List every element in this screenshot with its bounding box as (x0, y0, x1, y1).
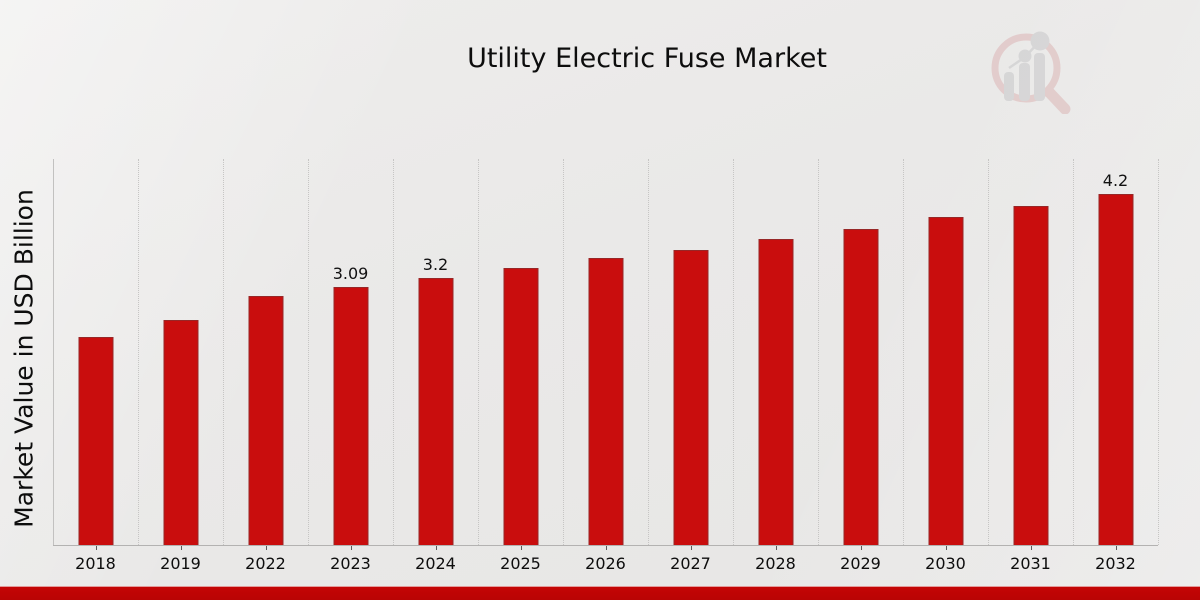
x-tick-label-2028: 2028 (755, 554, 796, 573)
bar-slot-2032: 4.2 (1073, 159, 1158, 545)
bar-slot-2025 (478, 159, 563, 545)
vertical-gridline (648, 159, 649, 545)
bar-2019 (163, 320, 198, 545)
bar-slot-2022 (223, 159, 308, 545)
vertical-gridline (393, 159, 394, 545)
x-tick-label-2022: 2022 (245, 554, 286, 573)
vertical-gridline (308, 159, 309, 545)
vertical-gridline (903, 159, 904, 545)
y-axis-spine (53, 159, 54, 545)
x-tick-label-2032: 2032 (1095, 554, 1136, 573)
vertical-gridline (563, 159, 564, 545)
bar-slot-2031 (988, 159, 1073, 545)
bar-2027 (673, 250, 708, 545)
bar-2029 (843, 229, 878, 545)
bar-2026 (588, 258, 623, 545)
bar-2028 (758, 239, 793, 545)
bar-2018 (78, 337, 113, 545)
x-tick-label-2018: 2018 (75, 554, 116, 573)
plot-area: 2018 2019 2022 3.09 2023 3.2 2024 2025 2026 2027 2… (53, 159, 1159, 573)
bar-slot-2018 (53, 159, 138, 545)
x-tick-label-2019: 2019 (160, 554, 201, 573)
bar-value-label-2024: 3.2 (422, 255, 449, 274)
bar-2025 (503, 268, 538, 545)
vertical-gridline (478, 159, 479, 545)
bar-slot-2024: 3.2 (393, 159, 478, 545)
vertical-gridline (988, 159, 989, 545)
bar-slot-2026 (563, 159, 648, 545)
vertical-gridline (138, 159, 139, 545)
bar-slot-2019 (138, 159, 223, 545)
bar-2031 (1013, 206, 1048, 545)
bar-slot-2029 (818, 159, 903, 545)
x-tick-label-2025: 2025 (500, 554, 541, 573)
x-axis-tick (435, 546, 437, 550)
x-tick-label-2031: 2031 (1010, 554, 1051, 573)
x-axis-tick (1115, 546, 1117, 550)
x-axis-tick (945, 546, 947, 550)
bar-slot-2023: 3.09 (308, 159, 393, 545)
x-axis-tick (350, 546, 352, 550)
vertical-gridline (733, 159, 734, 545)
magnifier-bar-chart-icon (991, 31, 1071, 114)
x-tick-label-2026: 2026 (585, 554, 626, 573)
bar-2024 (418, 278, 453, 545)
bar-slot-2030 (903, 159, 988, 545)
x-tick-label-2024: 2024 (415, 554, 456, 573)
x-tick-label-2023: 2023 (330, 554, 371, 573)
x-tick-label-2027: 2027 (670, 554, 711, 573)
x-axis-tick (690, 546, 692, 550)
bar-value-label-2023: 3.09 (332, 264, 369, 283)
bar-2022 (248, 296, 283, 545)
x-axis-tick (775, 546, 777, 550)
x-axis-tick (180, 546, 182, 550)
vertical-gridline (1073, 159, 1074, 545)
bar-2032 (1098, 194, 1133, 545)
bar-slot-2028 (733, 159, 818, 545)
chart-title: Utility Electric Fuse Market (467, 43, 827, 74)
bar-slot-2027 (648, 159, 733, 545)
y-axis-title: Market Value in USD Billion (9, 189, 39, 528)
bar-2023 (333, 287, 368, 545)
vertical-gridline (818, 159, 819, 545)
vertical-gridline (223, 159, 224, 545)
x-axis-tick (860, 546, 862, 550)
x-tick-label-2030: 2030 (925, 554, 966, 573)
bar-2030 (928, 217, 963, 545)
x-tick-label-2029: 2029 (840, 554, 881, 573)
x-axis-tick (520, 546, 522, 550)
vertical-gridline (1158, 159, 1159, 545)
x-axis-tick (605, 546, 607, 550)
bar-value-label-2032: 4.2 (1102, 171, 1129, 190)
x-axis-tick (1030, 546, 1032, 550)
x-axis-tick (265, 546, 267, 550)
x-axis-tick (95, 546, 97, 550)
bottom-red-banner (0, 586, 1200, 600)
